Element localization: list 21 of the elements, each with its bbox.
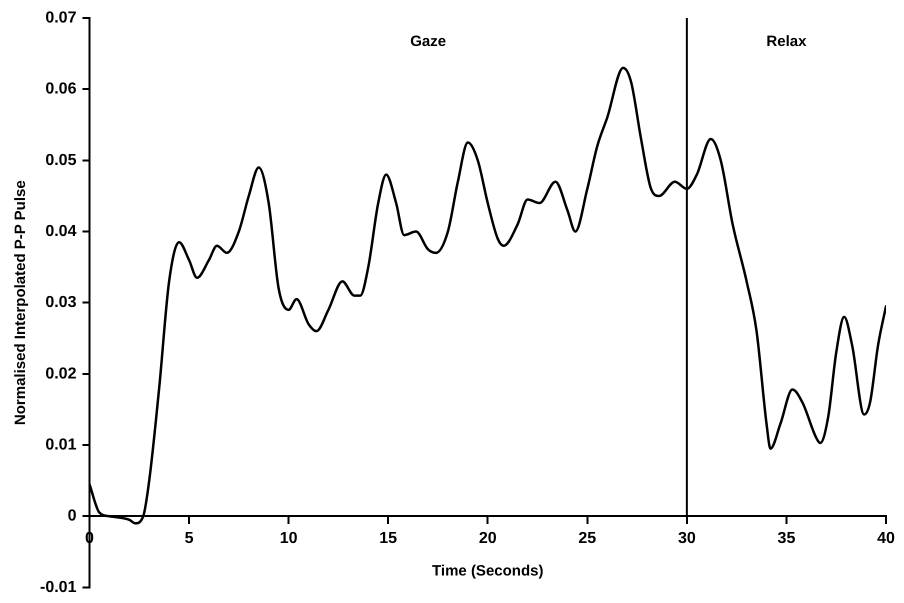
y-tick-label: 0 [68,508,77,525]
x-tick-label: 5 [184,530,194,548]
x-tick-label: 15 [379,530,398,548]
x-tick-label: 10 [280,530,298,548]
y-tick-label: -0.01 [40,578,77,596]
y-tick-label: 0.06 [45,80,77,98]
annotation: Relax [766,33,808,50]
y-tick-label: 0.07 [45,9,77,26]
y-tick-label: 0.02 [45,365,77,382]
x-tick-label: 20 [478,530,497,548]
y-tick-label: 0.01 [45,436,77,454]
annotation: Gaze [410,33,446,50]
y-tick-label: 0.05 [45,152,77,169]
x-tick-label: 30 [678,530,696,548]
y-tick-label: 0.03 [45,294,77,312]
y-axis-title: Normalised Interpolated P-P Pulse [12,180,30,426]
x-axis-title: Time (Seconds) [432,562,544,580]
y-tick-label: 0.04 [45,222,77,240]
x-tick-label: 35 [778,530,796,548]
x-tick-label: 40 [877,530,895,548]
x-tick-label: 25 [578,530,596,548]
